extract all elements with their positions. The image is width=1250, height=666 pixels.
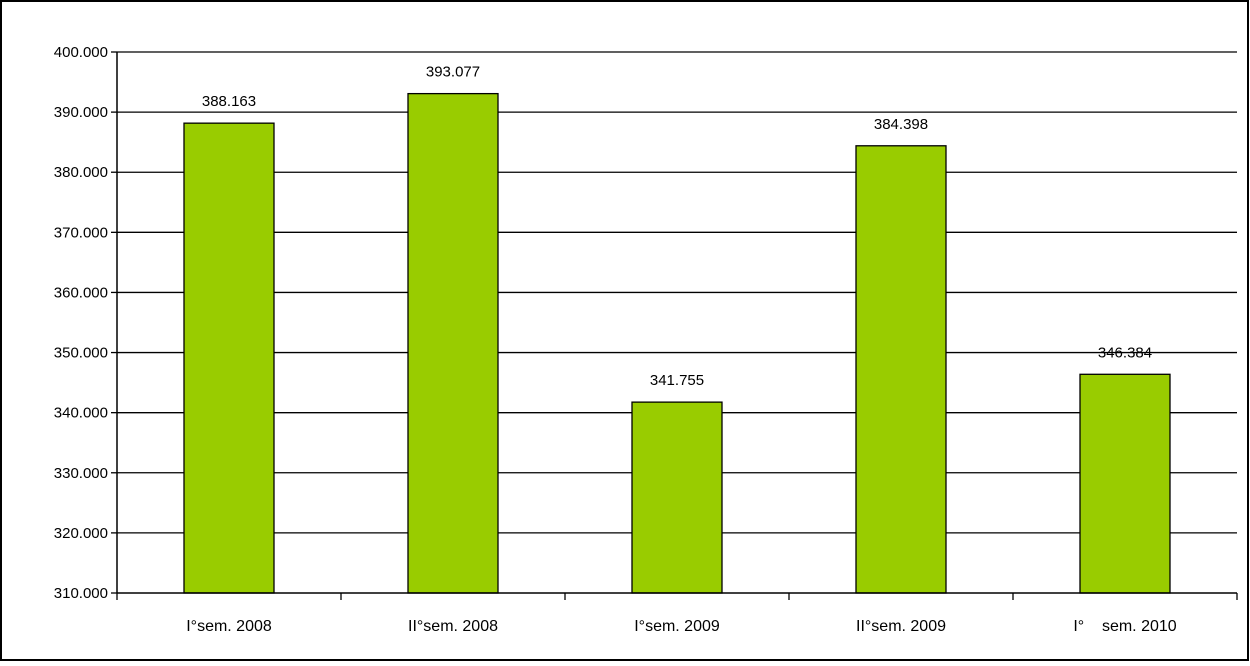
y-tick-label: 370.000 xyxy=(54,224,108,241)
y-tick-label: 360.000 xyxy=(54,284,108,301)
y-tick-label: 380.000 xyxy=(54,164,108,181)
y-tick-label: 330.000 xyxy=(54,465,108,482)
data-label: 393.077 xyxy=(426,64,480,81)
bars xyxy=(183,92,1171,594)
y-tick-label: 340.000 xyxy=(54,405,108,422)
x-tick-label: I°sem. 2009 xyxy=(634,618,720,635)
bar xyxy=(407,92,499,594)
data-labels: 388.163 393.077 341.755 384.398 346.384 xyxy=(202,64,1152,390)
x-tick-label: II°sem. 2008 xyxy=(408,618,498,635)
axes xyxy=(116,52,1237,594)
y-tick-label: 320.000 xyxy=(54,525,108,542)
gridlines xyxy=(117,51,1237,534)
bar xyxy=(631,401,723,594)
y-axis-ticks: 310.000 320.000 330.000 340.000 350.000 360.0… xyxy=(54,44,117,602)
data-label: 388.163 xyxy=(202,93,256,110)
y-tick-label: 350.000 xyxy=(54,345,108,362)
bar xyxy=(183,122,275,594)
y-tick-label: 390.000 xyxy=(54,104,108,121)
bar xyxy=(855,145,947,594)
data-label: 384.398 xyxy=(874,116,928,133)
data-label: 341.755 xyxy=(650,372,704,389)
x-tick-label: I°sem. 2008 xyxy=(186,618,272,635)
y-tick-label: 310.000 xyxy=(54,585,108,602)
y-tick-label: 400.000 xyxy=(54,44,108,61)
x-tick-label: I° sem. 2010 xyxy=(1073,618,1176,635)
bar xyxy=(1079,373,1171,594)
data-label: 346.384 xyxy=(1098,344,1152,361)
x-tick-label: II°sem. 2009 xyxy=(856,618,946,635)
x-axis-ticks: I°sem. 2008 II°sem. 2008 I°sem. 2009 II°sem… xyxy=(116,593,1238,635)
